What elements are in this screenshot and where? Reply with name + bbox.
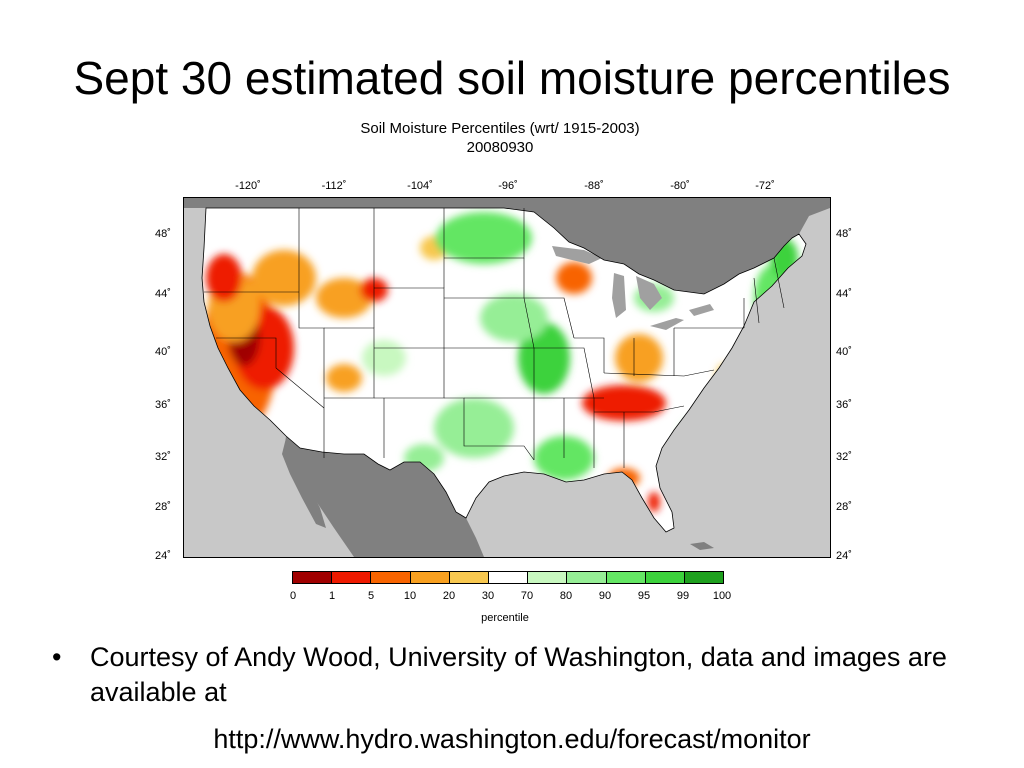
lat-tick-label-right: 28˚ <box>836 501 852 513</box>
lat-tick-label-right: 40˚ <box>836 346 852 358</box>
legend-tick-label: 70 <box>520 590 534 602</box>
lat-tick-label-left: 24˚ <box>155 550 171 562</box>
map-date: 20080930 <box>466 139 534 156</box>
lon-tick-label: -104˚ <box>407 180 433 192</box>
legend-swatch <box>645 572 685 583</box>
map-title: Soil Moisture Percentiles (wrt/ 1915-200… <box>360 120 640 137</box>
legend-tick-label: 0 <box>289 590 297 602</box>
lon-tick-label: -72˚ <box>755 180 775 192</box>
bullet-marker: • <box>52 642 62 672</box>
lat-tick-label-right: 32˚ <box>836 451 852 463</box>
legend-tick-label: 5 <box>367 590 375 602</box>
legend-swatch <box>567 572 607 583</box>
lon-tick-label: -120˚ <box>235 180 261 192</box>
lat-tick-label-left: 40˚ <box>155 346 171 358</box>
lat-tick-label-left: 48˚ <box>155 228 171 240</box>
legend-swatch <box>293 572 333 583</box>
cuba-land <box>690 542 714 550</box>
state-borders <box>204 208 785 468</box>
baja-california <box>282 438 326 528</box>
legend-swatch <box>371 572 411 583</box>
soil-moisture-map <box>183 197 831 558</box>
lat-tick-label-right: 24˚ <box>836 550 852 562</box>
legend-swatch <box>528 572 568 583</box>
legend-label: percentile <box>481 612 529 624</box>
legend-swatch <box>410 572 450 583</box>
lon-tick-label: -96˚ <box>498 180 518 192</box>
great-lakes <box>552 246 714 330</box>
legend-swatch <box>449 572 489 583</box>
lon-tick-label: -88˚ <box>584 180 604 192</box>
legend-tick-label: 10 <box>403 590 417 602</box>
legend-tick-label: 100 <box>712 590 732 602</box>
lat-tick-label-right: 44˚ <box>836 288 852 300</box>
lat-tick-label-right: 36˚ <box>836 399 852 411</box>
legend-tick-label: 80 <box>559 590 573 602</box>
legend-tick-label: 90 <box>598 590 612 602</box>
legend-swatch <box>606 572 646 583</box>
legend-swatch <box>684 572 724 583</box>
slide-title: Sept 30 estimated soil moisture percenti… <box>73 52 951 104</box>
lon-tick-label: -112˚ <box>321 180 347 192</box>
canada-land <box>184 198 830 294</box>
lat-tick-label-left: 28˚ <box>155 501 171 513</box>
lat-tick-label-right: 48˚ <box>836 228 852 240</box>
lat-tick-label-left: 32˚ <box>155 451 171 463</box>
credit-text: Courtesy of Andy Wood, University of Was… <box>90 642 947 707</box>
legend-color-bar <box>292 571 724 584</box>
lon-tick-label: -80˚ <box>670 180 690 192</box>
legend-tick-label: 20 <box>442 590 456 602</box>
lat-tick-label-left: 36˚ <box>155 399 171 411</box>
legend-tick-label: 99 <box>676 590 690 602</box>
legend-tick-label: 1 <box>328 590 336 602</box>
mexico-land <box>284 436 484 557</box>
legend-swatch <box>332 572 372 583</box>
source-url: http://www.hydro.washington.edu/forecast… <box>213 724 811 754</box>
legend-swatch <box>488 572 529 583</box>
legend-tick-label: 95 <box>637 590 651 602</box>
legend-tick-label: 30 <box>481 590 495 602</box>
lat-tick-label-left: 44˚ <box>155 288 171 300</box>
